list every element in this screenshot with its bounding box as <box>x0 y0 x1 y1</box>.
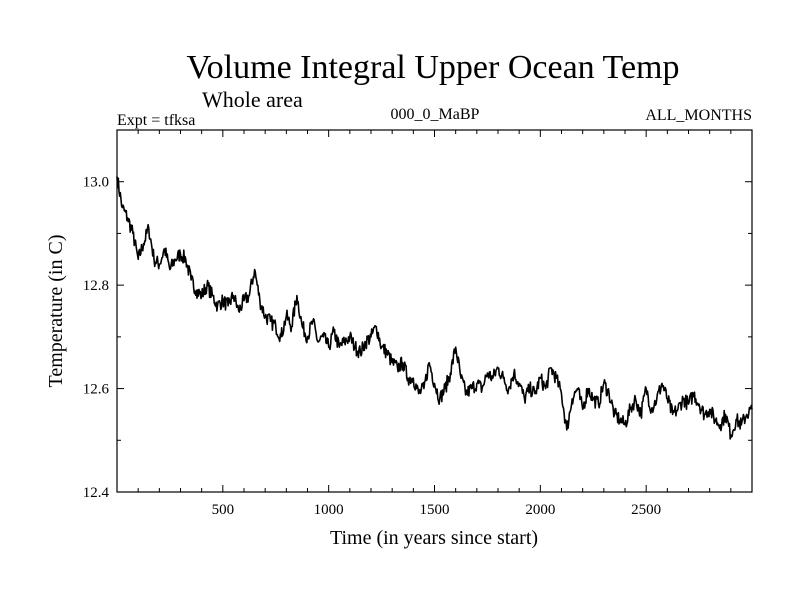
x-axis-ticks: 500 1000 1500 2000 2500 <box>137 130 732 518</box>
y-tick-label: 12.6 <box>83 382 110 398</box>
y-tick-label: 12.8 <box>83 278 109 294</box>
temperature-line <box>116 176 753 440</box>
period-label: 000_0_MaBP <box>391 106 480 123</box>
experiment-label: Expt = tfksa <box>117 112 195 129</box>
chart-subtitle: Whole area <box>202 87 303 112</box>
x-tick-label: 2000 <box>525 502 555 518</box>
y-axis-ticks: 12.4 12.6 12.8 13.0 <box>83 129 752 501</box>
x-tick-label: 1000 <box>314 502 344 518</box>
chart-title: Volume Integral Upper Ocean Temp <box>187 49 680 86</box>
x-axis-label: Time (in years since start) <box>330 527 538 549</box>
y-tick-label: 13.0 <box>83 175 109 191</box>
x-tick-label: 1500 <box>420 502 450 518</box>
x-tick-label: 500 <box>212 502 235 518</box>
months-label: ALL_MONTHS <box>645 107 752 124</box>
plot-area <box>116 129 753 493</box>
y-tick-label: 12.4 <box>83 485 110 501</box>
y-axis-label: Temperature (in C) <box>45 235 67 388</box>
x-tick-label: 2500 <box>631 502 661 518</box>
